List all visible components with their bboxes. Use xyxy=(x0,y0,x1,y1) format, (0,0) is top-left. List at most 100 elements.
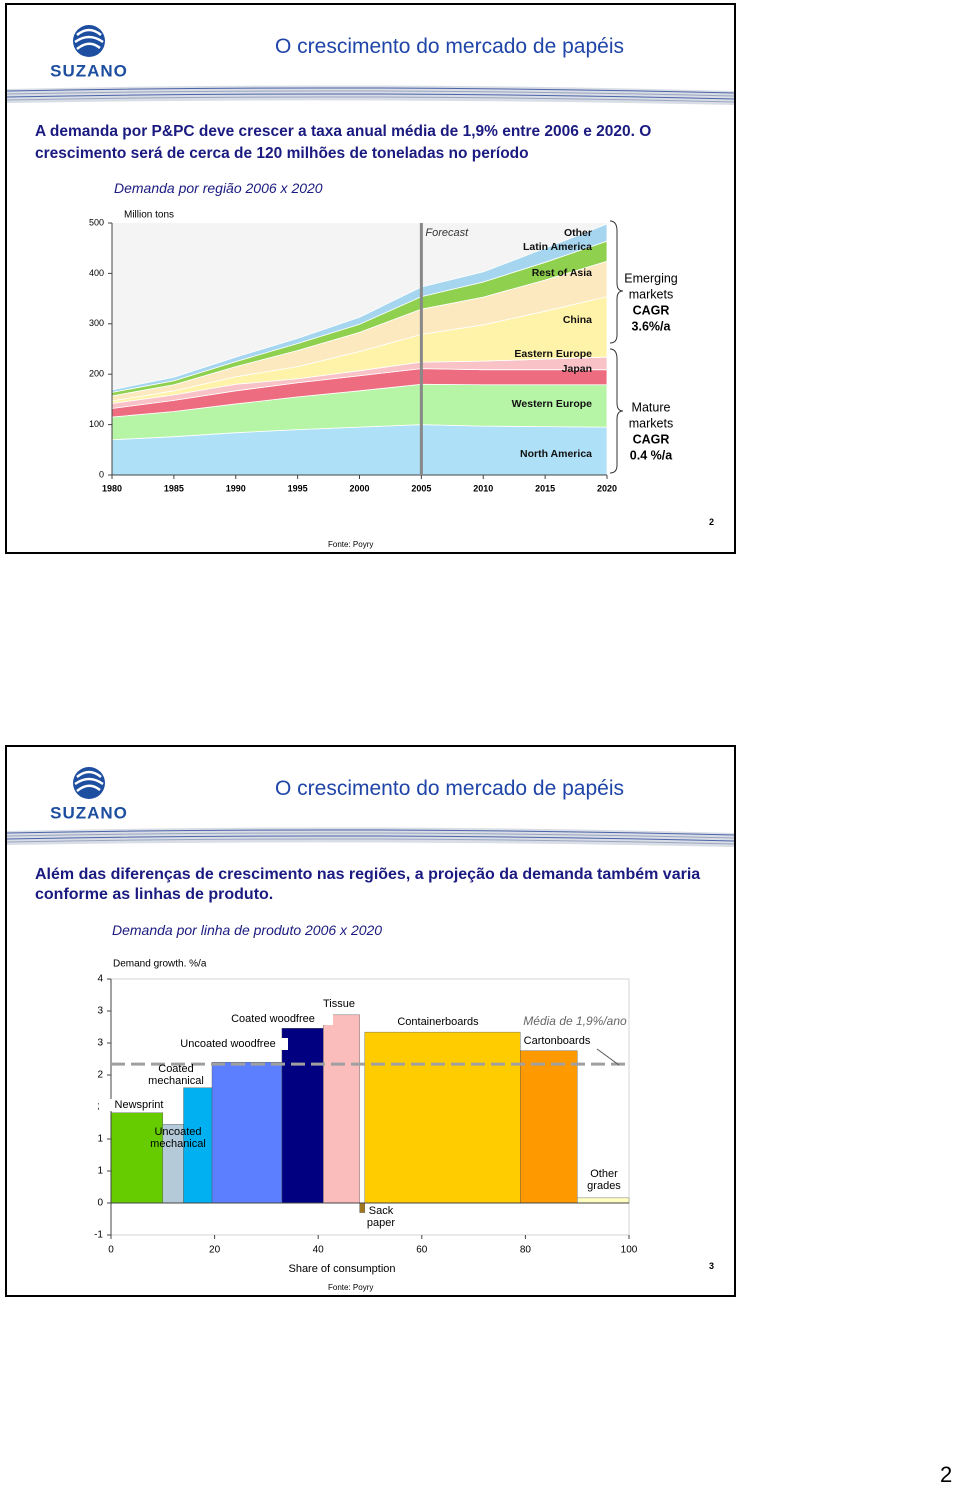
band-stripe xyxy=(7,90,734,97)
bar-label: Uncoated woodfree xyxy=(168,1038,288,1050)
y-tick-label: 1 xyxy=(97,1134,103,1145)
x-tick-label: 2020 xyxy=(597,483,617,493)
y-tick-label: 400 xyxy=(89,268,104,278)
chart-caption: Demanda por região 2006 x 2020 xyxy=(114,180,323,196)
logo-text: SUZANO xyxy=(50,61,128,80)
bar-label: Cartonboards xyxy=(523,1035,591,1047)
bar xyxy=(110,1112,163,1204)
annotation: markets xyxy=(629,287,673,301)
band-stripe xyxy=(7,93,734,100)
logo-swirl xyxy=(74,770,104,792)
series-label: Rest of Asia xyxy=(532,267,592,279)
x-tick-label: 2005 xyxy=(411,483,431,493)
x-tick-label: 1985 xyxy=(164,483,184,493)
annotation: CAGR xyxy=(633,432,670,446)
y-tick-label: 100 xyxy=(89,419,104,429)
x-tick-label: 40 xyxy=(313,1245,325,1256)
source: Fonte: Poyry xyxy=(328,540,374,549)
bar xyxy=(364,1031,521,1204)
body-text: A demanda por P&PC deve crescer a taxa a… xyxy=(35,123,652,162)
x-tick-label: 20 xyxy=(209,1245,221,1256)
x-tick-label: 0 xyxy=(108,1245,114,1256)
bracket xyxy=(609,220,624,344)
chart-caption: Demanda por linha de produto 2006 x 2020 xyxy=(112,922,383,938)
series-label: Western Europe xyxy=(512,398,592,410)
area xyxy=(111,223,608,393)
y-tick-label: 4 xyxy=(97,974,103,985)
chart: 0 100 200 300 400 500 1980 1985 1990 1995 2000 2005… xyxy=(89,210,678,494)
series-label: Japan xyxy=(562,363,592,375)
band xyxy=(7,85,734,105)
y-axis-label: Million tons xyxy=(124,210,174,221)
annotation: Emerging xyxy=(624,271,678,285)
logo-text: SUZANO xyxy=(50,803,128,822)
series-label: Other xyxy=(564,227,592,239)
band-stripe xyxy=(7,87,734,94)
bar xyxy=(281,1028,324,1204)
page-number: 2 xyxy=(940,1462,953,1487)
series-label: Eastern Europe xyxy=(514,348,592,360)
series-label: Latin America xyxy=(523,241,592,253)
x-tick-label: 2000 xyxy=(349,483,369,493)
x-tick-label: 2015 xyxy=(535,483,555,493)
average-label: Média de 1,9%/ano xyxy=(523,1014,627,1028)
header-band xyxy=(7,827,734,847)
bar xyxy=(183,1087,213,1204)
bar-label: Tissue xyxy=(323,998,355,1010)
y-tick-label: 300 xyxy=(89,318,104,328)
annotation: 0.4 %/a xyxy=(630,448,673,462)
x-tick-label: 1990 xyxy=(226,483,246,493)
y-tick-label: 3 xyxy=(97,1038,103,1049)
x-tick-label: 1980 xyxy=(102,483,122,493)
bar xyxy=(520,1050,578,1204)
band-stripe xyxy=(7,838,734,845)
band-stripe xyxy=(7,835,734,842)
slide-title: O crescimento do mercado de papéis xyxy=(275,35,625,58)
bar-label: Containerboards xyxy=(397,1016,479,1028)
bar-label: Coated woodfree xyxy=(213,1013,333,1025)
annotation: Mature xyxy=(632,400,671,414)
y-tick-label: -1 xyxy=(94,1230,103,1241)
bar-label: Coated mechanical xyxy=(148,1063,204,1087)
x-tick-label: 80 xyxy=(520,1245,532,1256)
x-tick-label: 2010 xyxy=(473,483,493,493)
slide-number: 3 xyxy=(709,1261,715,1271)
y-tick-label: 0 xyxy=(99,469,104,479)
bar xyxy=(577,1197,630,1204)
y-tick-label: 2 xyxy=(97,1070,103,1081)
bracket xyxy=(609,348,624,474)
forecast-label: Forecast xyxy=(425,227,469,239)
source: Fonte: Poyry xyxy=(328,1283,374,1292)
logo: SUZANO xyxy=(50,25,128,80)
y-axis-label: Demand growth. %/a xyxy=(113,959,207,970)
logo: SUZANO xyxy=(50,767,128,822)
x-tick-label: 1995 xyxy=(288,483,308,493)
slide: SUZANO O crescimento do mercado de papéis… xyxy=(5,3,736,554)
annotation: CAGR xyxy=(633,303,670,317)
band-stripe xyxy=(7,829,734,836)
annotation: 3.6%/a xyxy=(632,319,672,333)
slide: SUZANO O crescimento do mercado de papéis… xyxy=(5,745,736,1297)
bar xyxy=(211,1062,283,1204)
series-label: China xyxy=(563,314,592,326)
body-text: Além das diferenças de crescimento nas r… xyxy=(35,866,701,903)
header-band xyxy=(7,85,734,105)
y-tick-label: 500 xyxy=(89,217,104,227)
bar-label: Newsprint xyxy=(99,1099,179,1111)
y-tick-label: 3 xyxy=(97,1006,103,1017)
x-axis-label: Share of consumption xyxy=(288,1263,395,1275)
band-stripe xyxy=(7,832,734,839)
slide-title: O crescimento do mercado de papéis xyxy=(275,777,625,800)
y-tick-label: 1 xyxy=(97,1166,103,1177)
series-label: North America xyxy=(520,448,592,460)
band-stripe xyxy=(7,96,734,103)
bar-label: Uncoated mechanical xyxy=(150,1126,206,1150)
logo-swirl xyxy=(74,28,104,50)
pointer xyxy=(596,1048,620,1066)
y-tick-label: 200 xyxy=(89,369,104,379)
bar-label: Other grades xyxy=(587,1168,621,1192)
slide-number: 2 xyxy=(709,517,715,527)
band xyxy=(7,827,734,847)
